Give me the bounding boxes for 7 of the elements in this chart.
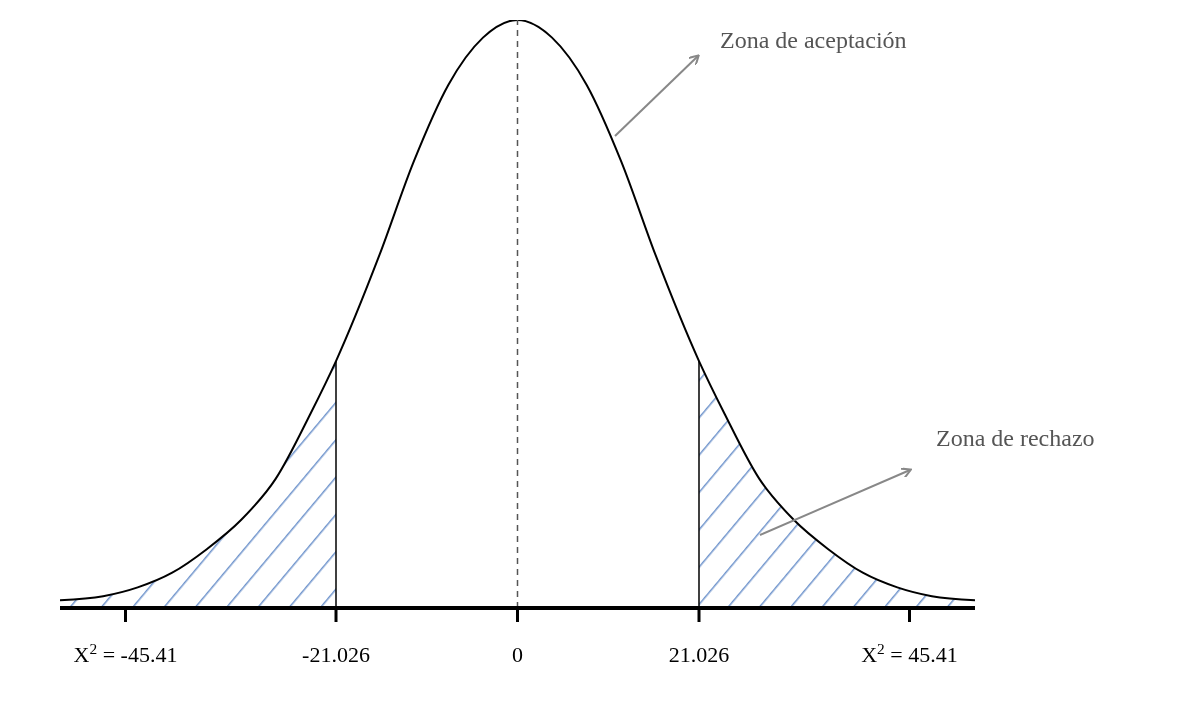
x-tick-label: X$^{2}$ = 45.41	[861, 639, 958, 667]
x-tick-label: 0	[512, 642, 523, 667]
x-tick-label: 21.026	[668, 642, 730, 667]
annotation: Zona de rechazo	[936, 425, 1095, 451]
annotation: Zona de aceptación	[720, 27, 907, 53]
x-tick-label: -21.026	[302, 642, 370, 667]
x-tick-label: X$^{2}$ = -45.41	[73, 639, 178, 667]
